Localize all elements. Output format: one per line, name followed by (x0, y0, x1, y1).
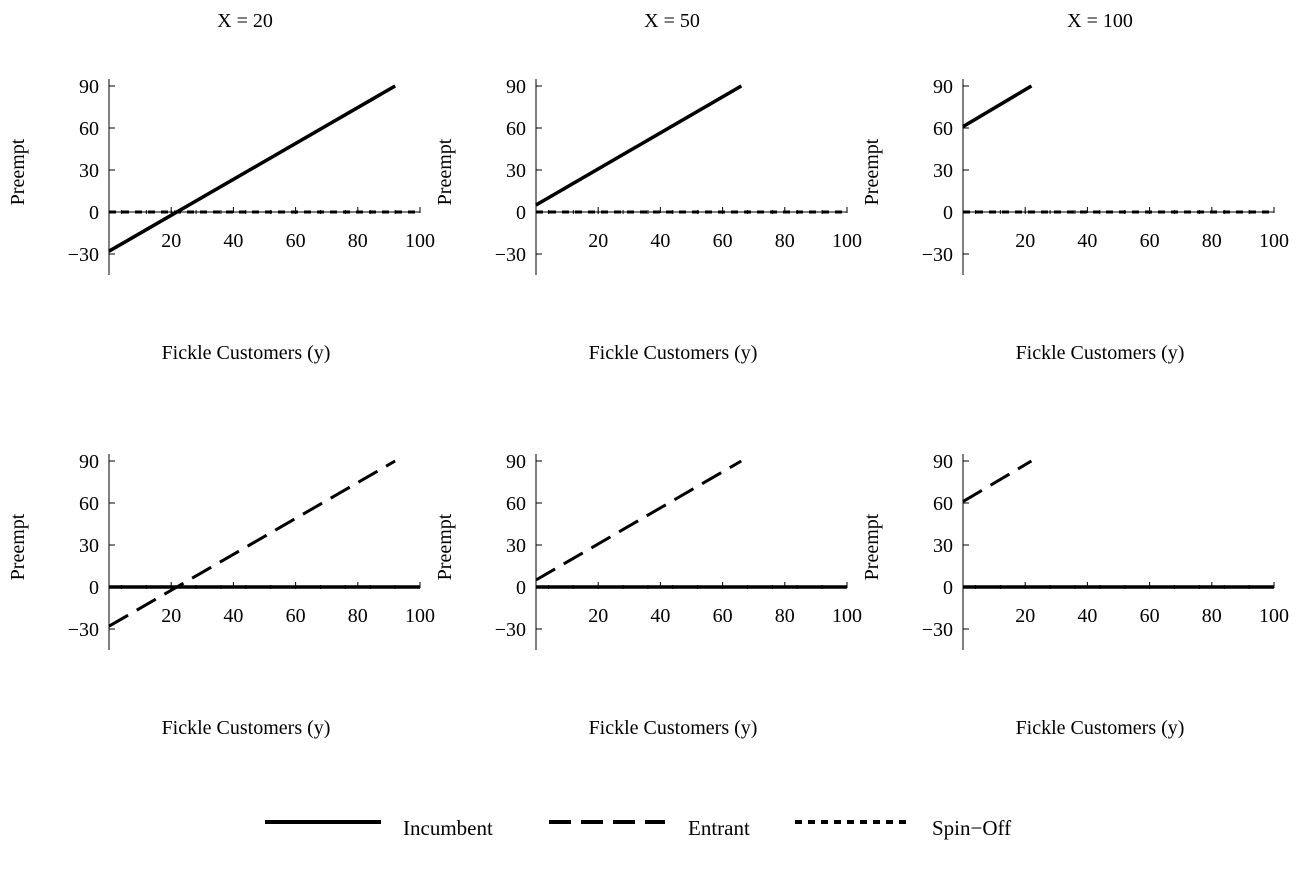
y-tick-label: 0 (943, 577, 953, 599)
column-titles: X = 20 X = 50 X = 100 (217, 10, 1133, 32)
y-tick-label: 30 (506, 160, 526, 182)
chart-panel: −30 0 30 60 90 20 40 60 80 100 Fickle Customers (y… (434, 451, 862, 739)
chart-panel: −30 0 30 60 90 20 40 60 80 100 Fickle Customers (y… (7, 76, 435, 364)
x-axis-label: Fickle Customers (y) (1016, 717, 1185, 739)
y-tick-label: −30 (495, 619, 526, 641)
y-tick-label: 0 (89, 577, 99, 599)
y-tick-label: 30 (933, 160, 953, 182)
series-line-entrant (962, 459, 1033, 503)
legend: Incumbent Entrant Spin−Off (265, 816, 1011, 840)
x-tick-label: 60 (713, 605, 733, 627)
x-tick-label: 80 (775, 230, 795, 252)
x-axis-label: Fickle Customers (y) (162, 342, 331, 364)
y-tick-label: 90 (506, 451, 526, 473)
x-tick-label: 20 (161, 230, 181, 252)
chart-panel: −30 0 30 60 90 20 40 60 80 100 Fickle Customers (y… (434, 76, 862, 364)
y-tick-label: 30 (79, 160, 99, 182)
x-tick-label: 40 (650, 605, 670, 627)
y-axis-label: Preempt (434, 513, 456, 580)
legend-label-spin-off: Spin−Off (932, 816, 1011, 840)
x-tick-label: 20 (588, 230, 608, 252)
x-tick-label: 100 (1259, 605, 1289, 627)
y-tick-label: 30 (79, 535, 99, 557)
y-axis-label: Preempt (7, 138, 29, 205)
column-title: X = 100 (1067, 10, 1133, 32)
y-tick-label: −30 (68, 244, 99, 266)
x-tick-label: 80 (775, 605, 795, 627)
chart-panel: −30 0 30 60 90 20 40 60 80 100 Fickle Customers (y… (861, 451, 1289, 739)
y-tick-label: −30 (495, 244, 526, 266)
x-tick-label: 60 (286, 605, 306, 627)
x-tick-label: 100 (1259, 230, 1289, 252)
y-tick-label: 60 (506, 493, 526, 515)
y-axis-label: Preempt (861, 138, 883, 205)
series-line-entrant (108, 459, 396, 628)
y-tick-label: 60 (506, 118, 526, 140)
x-tick-label: 100 (405, 605, 435, 627)
legend-label-incumbent: Incumbent (403, 816, 493, 840)
x-tick-label: 40 (1077, 230, 1097, 252)
x-tick-label: 40 (650, 230, 670, 252)
y-tick-label: 90 (79, 451, 99, 473)
y-tick-label: 30 (933, 535, 953, 557)
y-axis-label: Preempt (861, 513, 883, 580)
x-tick-label: 100 (832, 605, 862, 627)
y-tick-label: 0 (516, 577, 526, 599)
x-tick-label: 60 (286, 230, 306, 252)
x-tick-label: 80 (348, 230, 368, 252)
x-tick-label: 20 (588, 605, 608, 627)
x-tick-label: 80 (1202, 605, 1222, 627)
x-tick-label: 20 (1015, 605, 1035, 627)
x-axis-label: Fickle Customers (y) (162, 717, 331, 739)
x-tick-label: 40 (1077, 605, 1097, 627)
y-tick-label: 60 (933, 493, 953, 515)
y-tick-label: −30 (922, 619, 953, 641)
x-tick-label: 100 (405, 230, 435, 252)
y-tick-label: 60 (79, 493, 99, 515)
x-tick-label: 100 (832, 230, 862, 252)
y-axis-label: Preempt (7, 513, 29, 580)
x-tick-label: 80 (1202, 230, 1222, 252)
y-tick-label: 30 (506, 535, 526, 557)
y-tick-label: −30 (922, 244, 953, 266)
x-axis-label: Fickle Customers (y) (589, 717, 758, 739)
x-tick-label: 40 (223, 230, 243, 252)
x-axis-label: Fickle Customers (y) (1016, 342, 1185, 364)
x-tick-label: 20 (1015, 230, 1035, 252)
x-tick-label: 40 (223, 605, 243, 627)
series-line-entrant (535, 459, 743, 582)
y-tick-label: 90 (506, 76, 526, 98)
y-tick-label: 0 (943, 202, 953, 224)
y-tick-label: 60 (933, 118, 953, 140)
y-tick-label: 90 (933, 76, 953, 98)
y-tick-label: 0 (516, 202, 526, 224)
series-line-entrant (535, 84, 743, 207)
series-line-entrant (962, 84, 1033, 128)
y-tick-label: 90 (79, 76, 99, 98)
y-tick-label: 60 (79, 118, 99, 140)
chart-panels: −30 0 30 60 90 20 40 60 80 100 Fickle Customers (y… (7, 76, 1289, 739)
x-tick-label: 20 (161, 605, 181, 627)
column-title: X = 20 (217, 10, 273, 32)
x-tick-label: 80 (348, 605, 368, 627)
y-tick-label: −30 (68, 619, 99, 641)
chart-panel: −30 0 30 60 90 20 40 60 80 100 Fickle Customers (y… (861, 76, 1289, 364)
chart-panel: −30 0 30 60 90 20 40 60 80 100 Fickle Customers (y… (7, 451, 435, 739)
x-tick-label: 60 (1140, 605, 1160, 627)
y-tick-label: 90 (933, 451, 953, 473)
y-tick-label: 0 (89, 202, 99, 224)
series-line-entrant (108, 84, 396, 253)
x-tick-label: 60 (1140, 230, 1160, 252)
x-axis-label: Fickle Customers (y) (589, 342, 758, 364)
column-title: X = 50 (644, 10, 700, 32)
y-axis-label: Preempt (434, 138, 456, 205)
x-tick-label: 60 (713, 230, 733, 252)
legend-label-entrant: Entrant (688, 816, 750, 840)
